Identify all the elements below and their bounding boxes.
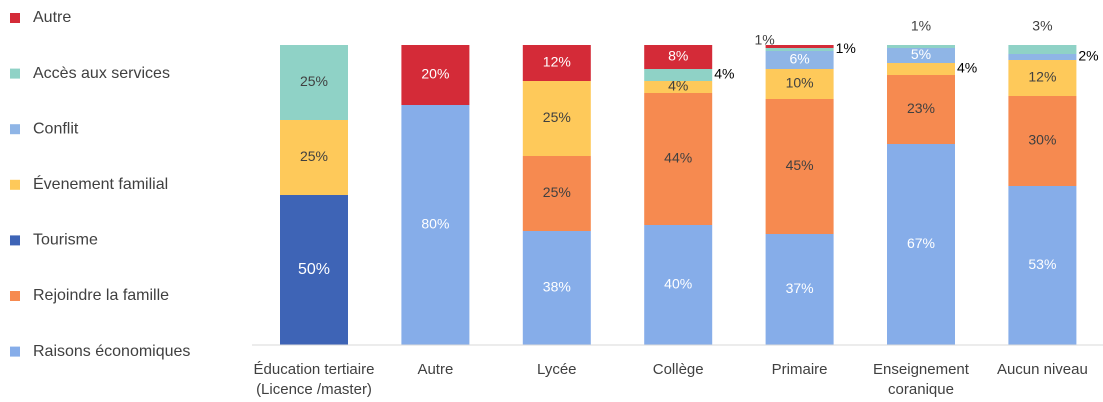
value-label: 53% — [1028, 256, 1056, 272]
bar-segment — [280, 195, 348, 345]
legend-label: Autre — [33, 9, 71, 26]
bar-segment — [280, 45, 348, 120]
value-label: 6% — [789, 51, 809, 67]
bar-segment — [644, 225, 713, 345]
legend-swatch — [10, 291, 20, 301]
value-label: 12% — [543, 54, 571, 70]
bar-segment — [401, 45, 470, 105]
bar-segment — [887, 63, 955, 75]
x-tick-label: Collège — [652, 361, 704, 378]
bar-segment — [765, 45, 834, 48]
legend-swatch — [10, 13, 20, 23]
legend-label: Tourisme — [33, 232, 98, 249]
value-label: 25% — [543, 184, 571, 200]
bar-segment — [765, 234, 834, 345]
value-label: 1% — [836, 40, 856, 56]
value-label: 1% — [754, 32, 774, 48]
value-label: 25% — [543, 109, 571, 125]
x-tick-label: Primaire — [771, 361, 828, 378]
value-label: 1% — [911, 18, 931, 34]
bar-segment — [522, 45, 591, 81]
bar-segment — [765, 48, 834, 51]
bar-segment — [522, 81, 591, 156]
bar-segment — [522, 156, 591, 231]
value-label: 45% — [786, 157, 814, 173]
value-label: 37% — [786, 280, 814, 296]
legend-label: Raisons économiques — [33, 343, 190, 360]
legend-swatch — [10, 235, 20, 246]
legend-swatch — [10, 124, 20, 135]
bar-segment — [887, 45, 955, 48]
legend-label: Évenement familial — [33, 174, 168, 193]
legend-swatch — [10, 68, 20, 79]
legend-swatch — [10, 346, 20, 357]
bar-segment — [1008, 60, 1077, 96]
value-label: 40% — [664, 276, 692, 292]
bar-segment — [1008, 96, 1077, 186]
value-label: 30% — [1028, 132, 1056, 148]
value-label: 23% — [907, 100, 935, 116]
x-tick-label: Autre — [417, 361, 454, 378]
value-label: 80% — [421, 216, 449, 232]
bar-segment — [401, 105, 470, 345]
x-tick-label: Aucun niveau — [996, 361, 1088, 378]
value-label: 25% — [300, 73, 328, 89]
x-tick-label: Éducation tertiaire (Licence /master) — [253, 361, 375, 398]
bar-segment — [280, 120, 348, 195]
value-label: 2% — [1078, 48, 1098, 64]
bar-segment — [522, 231, 591, 345]
bar-segment — [887, 144, 955, 345]
bar-segment — [765, 69, 834, 99]
value-label: 3% — [1032, 18, 1052, 34]
value-label: 50% — [298, 261, 330, 278]
bar-segment — [887, 75, 955, 144]
bar-segment — [644, 45, 713, 69]
value-label: 4% — [957, 60, 977, 76]
bar-segment — [765, 99, 834, 234]
value-label: 44% — [664, 150, 692, 166]
value-label: 12% — [1028, 69, 1056, 85]
bar-segment — [887, 48, 955, 63]
x-tick-label: Enseignement coranique — [873, 361, 969, 398]
bar-segment — [644, 69, 713, 81]
x-tick-label: Lycée — [537, 361, 577, 378]
value-label: 10% — [786, 75, 814, 91]
value-label: 5% — [911, 46, 931, 62]
bar-segment — [644, 93, 713, 225]
value-label: 25% — [300, 148, 328, 164]
legend-label: Conflit — [33, 120, 79, 137]
bar-segment — [1008, 186, 1077, 345]
legend-label: Rejoindre la famille — [33, 287, 169, 304]
bar-segment — [1008, 54, 1077, 60]
legend-label: Accès aux services — [33, 65, 170, 82]
value-label: 67% — [907, 235, 935, 251]
bar-segment — [1008, 45, 1077, 54]
legend-swatch — [10, 179, 20, 190]
bar-segment — [644, 81, 713, 93]
value-label: 4% — [714, 66, 734, 82]
value-label: 4% — [668, 78, 688, 94]
value-label: 20% — [421, 66, 449, 82]
bar-segment — [765, 51, 834, 69]
value-label: 8% — [668, 48, 688, 64]
value-label: 38% — [543, 279, 571, 295]
